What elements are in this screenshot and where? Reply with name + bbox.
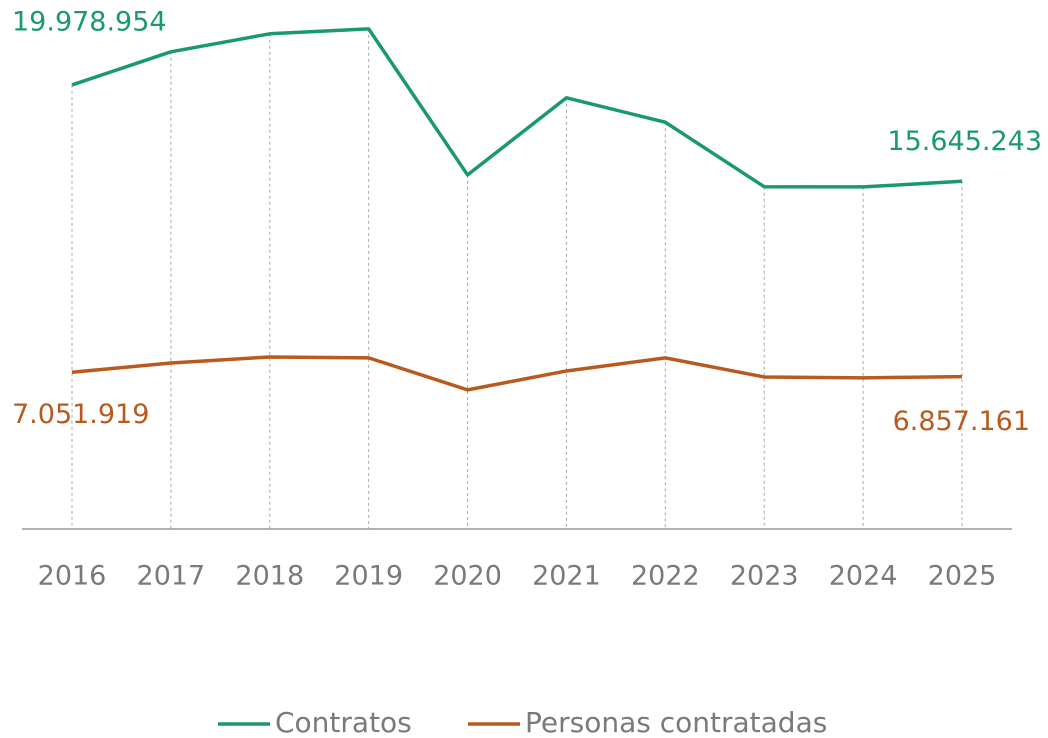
x-tick-label: 2024 [829,561,898,592]
legend-label: Personas contratadas [525,706,827,738]
data-label: 6.857.161 [893,406,1030,437]
x-tick-label: 2023 [730,561,799,592]
x-tick-label: 2020 [433,561,502,592]
data-label: 15.645.243 [887,126,1042,157]
x-tick-label: 2017 [137,561,206,592]
x-tick-label: 2021 [532,561,601,592]
series-line [71,355,963,392]
x-tick-label: 2018 [235,561,304,592]
data-label: 19.978.954 [12,6,167,37]
series-line [71,27,963,189]
legend-label: Contratos [275,706,412,738]
x-tick-label: 2022 [631,561,700,592]
x-tick-label: 2025 [928,561,997,592]
x-tick-label: 2019 [334,561,403,592]
data-label: 7.051.919 [12,399,149,430]
x-tick-label: 2016 [38,561,107,592]
